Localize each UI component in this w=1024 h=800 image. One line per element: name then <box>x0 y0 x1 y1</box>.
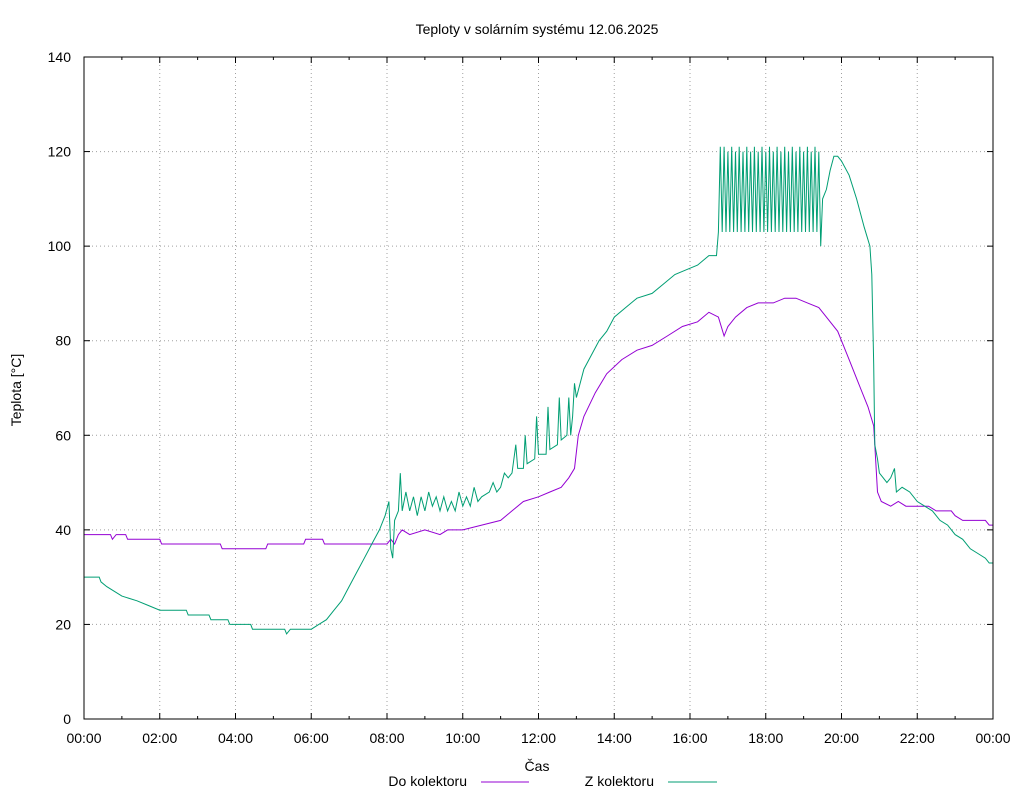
x-tick-label: 16:00 <box>672 730 707 746</box>
legend-label-do-kolektoru: Do kolektoru <box>388 773 467 789</box>
y-tick-label: 140 <box>48 49 72 65</box>
y-tick-label: 0 <box>63 711 71 727</box>
x-tick-label: 06:00 <box>294 730 329 746</box>
x-tick-label: 12:00 <box>521 730 556 746</box>
y-tick-label: 40 <box>55 522 71 538</box>
x-tick-label: 00:00 <box>66 730 101 746</box>
y-tick-label: 120 <box>48 144 72 160</box>
x-tick-label: 04:00 <box>218 730 253 746</box>
x-tick-label: 18:00 <box>748 730 783 746</box>
x-tick-label: 14:00 <box>597 730 632 746</box>
x-tick-label: 22:00 <box>900 730 935 746</box>
x-tick-label: 00:00 <box>975 730 1010 746</box>
legend: Do kolektoru Z kolektoru <box>388 773 717 789</box>
series-line-z-kolektoru <box>84 146 993 635</box>
y-tick-label: 20 <box>55 616 71 632</box>
y-tick-label: 60 <box>55 427 71 443</box>
x-axis-label: Čas <box>525 758 550 774</box>
x-tick-label: 20:00 <box>824 730 859 746</box>
x-tick-label: 10:00 <box>445 730 480 746</box>
series-group <box>84 146 993 635</box>
axis-ticks: 00:00 02:00 04:00 06:00 08:00 10:00 12:00 14:00… <box>48 49 1011 746</box>
series-line-do-kolektoru <box>84 297 993 550</box>
x-tick-label: 02:00 <box>142 730 177 746</box>
legend-label-z-kolektoru: Z kolektoru <box>585 773 654 789</box>
x-tick-label: 08:00 <box>369 730 404 746</box>
y-tick-label: 100 <box>48 238 72 254</box>
chart-title: Teploty v solárním systému 12.06.2025 <box>416 21 659 37</box>
y-tick-label: 80 <box>55 333 71 349</box>
y-axis-label: Teplota [°C] <box>8 354 24 427</box>
